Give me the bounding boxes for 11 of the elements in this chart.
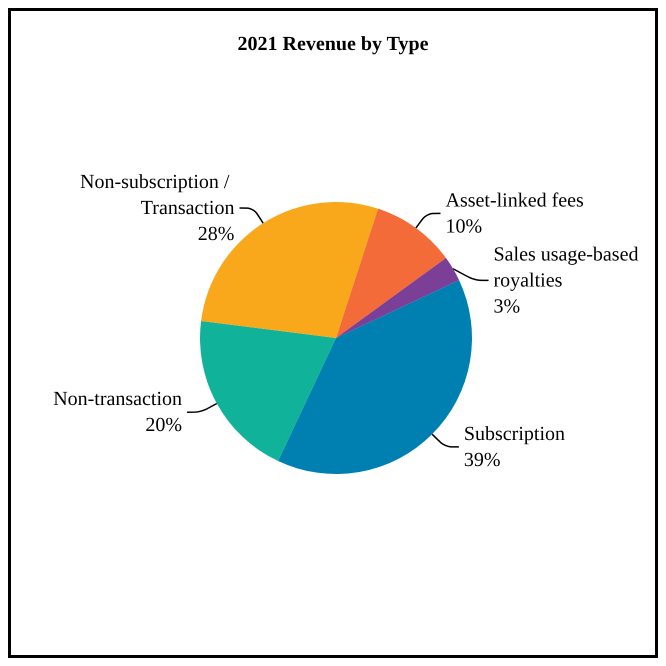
chart-title: 2021 Revenue by Type bbox=[238, 33, 429, 55]
data-label: 28% bbox=[198, 222, 234, 245]
data-label: 20% bbox=[145, 414, 182, 436]
slice-label: Non-transaction bbox=[53, 388, 182, 410]
data-label: 3% bbox=[494, 295, 520, 318]
slice-label: Asset-linked fees bbox=[446, 189, 584, 212]
slice-label: Sales usage-based royalties bbox=[494, 243, 644, 292]
slice-label: Non-subscription / Transaction bbox=[80, 170, 234, 219]
slice-label: Subscription bbox=[464, 422, 566, 445]
data-label: 39% bbox=[464, 448, 501, 471]
data-label: 10% bbox=[446, 215, 482, 238]
